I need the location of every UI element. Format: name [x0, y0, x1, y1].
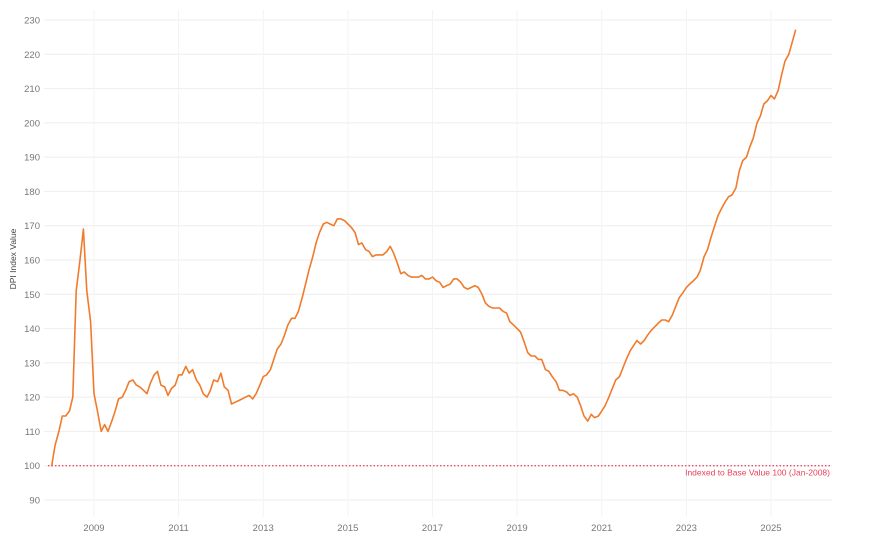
y-tick-label: 150 — [24, 290, 40, 301]
y-tick-label: 190 — [24, 153, 40, 164]
y-tick-label: 200 — [24, 118, 40, 129]
y-tick-label: 120 — [24, 393, 40, 404]
x-tick-label: 2011 — [168, 523, 188, 534]
x-tick-label: 2017 — [422, 523, 443, 534]
y-tick-label: 140 — [24, 324, 40, 335]
y-tick-label: 100 — [24, 461, 40, 472]
y-tick-label: 130 — [24, 358, 40, 369]
y-tick-label: 230 — [24, 16, 40, 27]
x-tick-label: 2009 — [83, 523, 104, 534]
x-tick-label: 2025 — [760, 523, 781, 534]
x-tick-label: 2021 — [591, 523, 612, 534]
x-tick-label: 2023 — [676, 523, 697, 534]
y-tick-label: 220 — [24, 50, 40, 61]
y-tick-label: 170 — [24, 221, 40, 232]
horizontal-gridlines — [44, 19, 832, 501]
x-tick-label: 2013 — [253, 523, 274, 534]
y-axis-label: DPI Index Value — [8, 228, 18, 289]
baseline-annotation: Indexed to Base Value 100 (Jan-2008) — [685, 468, 830, 478]
y-tick-label: 90 — [29, 496, 40, 507]
y-axis-ticks: 90 100 110 120 130 140 150 160 170 180 190 200 210 22… — [24, 16, 40, 507]
x-tick-label: 2019 — [507, 523, 528, 534]
y-tick-label: 110 — [25, 427, 40, 438]
vertical-gridlines — [93, 10, 772, 517]
y-tick-label: 180 — [24, 187, 40, 198]
x-tick-label: 2015 — [337, 523, 358, 534]
y-tick-label: 210 — [24, 84, 40, 95]
dpi-index-series-line — [50, 29, 797, 467]
x-axis-ticks: 2009 2011 2013 2015 2017 2019 2021 2023 2025 — [83, 523, 781, 534]
y-tick-label: 160 — [24, 256, 40, 267]
